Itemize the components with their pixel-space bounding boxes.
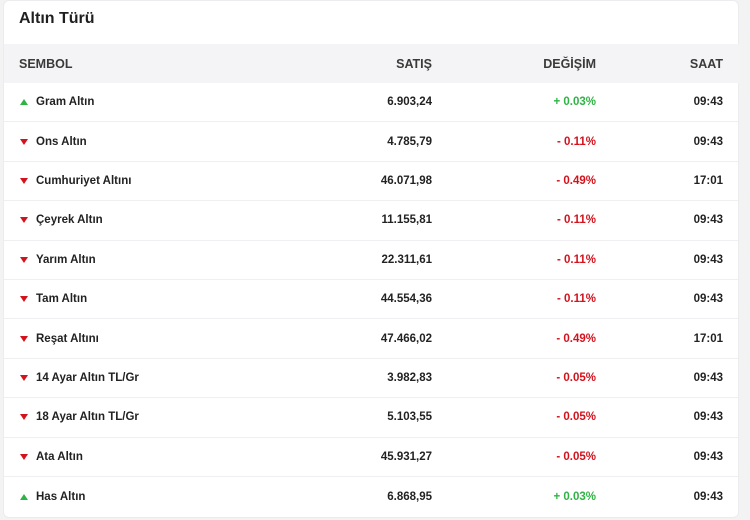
row-time: 09:43 (693, 135, 723, 148)
row-symbol: Ons Altın (4, 136, 274, 148)
row-symbol: Reşat Altını (4, 333, 274, 345)
row-name[interactable]: Ata Altın (36, 450, 83, 463)
row-name[interactable]: Has Altın (36, 490, 86, 503)
table-row[interactable]: Yarım Altın 22.311,61 - 0.11% 09:43 (4, 241, 740, 280)
table-row[interactable]: Gram Altın 6.903,24 + 0.03% 09:43 (4, 83, 740, 123)
row-name[interactable]: Reşat Altını (36, 332, 99, 345)
row-name[interactable]: 18 Ayar Altın TL/Gr (36, 411, 139, 424)
gold-prices-table: SEMBOL SATIŞ DEĞİŞİM SAAT Gram Altın 6.90… (4, 44, 740, 516)
gold-prices-card: Altın Türü SEMBOL SATIŞ DEĞİŞİM SAAT Gra… (3, 0, 740, 518)
row-time: 09:43 (693, 253, 723, 266)
row-sell-price: 45.931,27 (380, 450, 432, 463)
row-change: - 0.05% (556, 411, 596, 424)
row-name[interactable]: Ons Altın (36, 135, 87, 148)
table-row[interactable]: Has Altın 6.868,95 + 0.03% 09:43 (4, 477, 740, 516)
row-symbol: Ata Altın (4, 451, 274, 463)
row-symbol: Tam Altın (4, 293, 274, 305)
row-symbol: 14 Ayar Altın TL/Gr (4, 372, 274, 384)
row-symbol: 18 Ayar Altın TL/Gr (4, 411, 274, 423)
table-row[interactable]: Ata Altın 45.931,27 - 0.05% 09:43 (4, 438, 740, 477)
table-row[interactable]: Tam Altın 44.554,36 - 0.11% 09:43 (4, 280, 740, 320)
column-header-change[interactable]: DEĞİŞİM (543, 56, 596, 71)
row-time: 09:43 (693, 293, 723, 306)
table-row[interactable]: 14 Ayar Altın TL/Gr 3.982,83 - 0.05% 09:43 (4, 359, 740, 399)
table-row[interactable]: Ons Altın 4.785,79 - 0.11% 09:43 (4, 122, 740, 162)
row-name[interactable]: Yarım Altın (36, 253, 96, 266)
row-change: - 0.11% (557, 293, 596, 306)
card-title: Altın Türü (19, 10, 95, 27)
row-symbol: Cumhuriyet Altını (4, 175, 274, 187)
row-symbol: Çeyrek Altın (4, 214, 274, 226)
row-time: 17:01 (693, 174, 723, 187)
row-change: - 0.11% (557, 253, 596, 266)
row-sell-price: 22.311,61 (381, 253, 432, 266)
row-time: 09:43 (693, 214, 723, 227)
triangle-down-icon (20, 453, 28, 460)
triangle-down-icon (20, 256, 28, 263)
row-sell-price: 44.554,36 (380, 293, 432, 306)
row-name[interactable]: Tam Altın (36, 293, 88, 306)
row-time: 09:43 (693, 371, 723, 384)
column-header-time[interactable]: SAAT (689, 56, 723, 71)
row-sell-price: 46.071,98 (380, 174, 432, 187)
table-row[interactable]: Reşat Altını 47.466,02 - 0.49% 17:01 (4, 319, 740, 359)
triangle-down-icon (20, 414, 28, 421)
row-symbol: Yarım Altın (4, 254, 274, 266)
table-row[interactable]: Cumhuriyet Altını 46.071,98 - 0.49% 17:01 (4, 162, 740, 202)
row-symbol: Has Altın (4, 491, 274, 503)
row-name[interactable]: Çeyrek Altın (36, 214, 103, 227)
triangle-up-icon (20, 99, 28, 106)
row-time: 09:43 (693, 411, 723, 424)
row-time: 09:43 (693, 96, 723, 109)
table-row[interactable]: 18 Ayar Altın TL/Gr 5.103,55 - 0.05% 09:43 (4, 398, 740, 438)
row-change: + 0.03% (553, 490, 596, 503)
row-sell-price: 11.155,81 (381, 214, 432, 227)
triangle-down-icon (20, 217, 28, 224)
triangle-up-icon (20, 493, 28, 500)
triangle-down-icon (20, 296, 28, 303)
table-row[interactable]: Çeyrek Altın 11.155,81 - 0.11% 09:43 (4, 201, 740, 241)
row-change: - 0.11% (557, 214, 596, 227)
row-name[interactable]: Gram Altın (36, 96, 95, 109)
row-sell-price: 4.785,79 (387, 135, 432, 148)
row-symbol: Gram Altın (4, 96, 274, 108)
row-change: - 0.11% (557, 135, 596, 148)
row-change: + 0.03% (553, 96, 596, 109)
row-change: - 0.05% (556, 371, 596, 384)
row-change: - 0.49% (556, 174, 596, 187)
table-body: Gram Altın 6.903,24 + 0.03% 09:43 Ons Altın 4… (4, 83, 740, 516)
row-change: - 0.49% (556, 332, 596, 345)
column-header-symbol[interactable]: SEMBOL (19, 56, 73, 71)
row-time: 09:43 (693, 450, 723, 463)
row-sell-price: 6.868,95 (387, 490, 432, 503)
row-sell-price: 47.466,02 (380, 332, 432, 345)
triangle-down-icon (20, 177, 28, 184)
triangle-down-icon (20, 374, 28, 381)
row-change: - 0.05% (556, 450, 596, 463)
triangle-down-icon (20, 335, 28, 342)
row-name[interactable]: 14 Ayar Altın TL/Gr (36, 371, 139, 384)
row-sell-price: 5.103,55 (387, 411, 432, 424)
row-sell-price: 6.903,24 (387, 96, 432, 109)
triangle-down-icon (20, 138, 28, 145)
row-time: 09:43 (693, 490, 723, 503)
row-sell-price: 3.982,83 (387, 371, 432, 384)
table-header: SEMBOL SATIŞ DEĞİŞİM SAAT (4, 44, 740, 83)
row-name[interactable]: Cumhuriyet Altını (36, 174, 132, 187)
column-header-sell[interactable]: SATIŞ (396, 56, 432, 71)
row-time: 17:01 (693, 332, 723, 345)
